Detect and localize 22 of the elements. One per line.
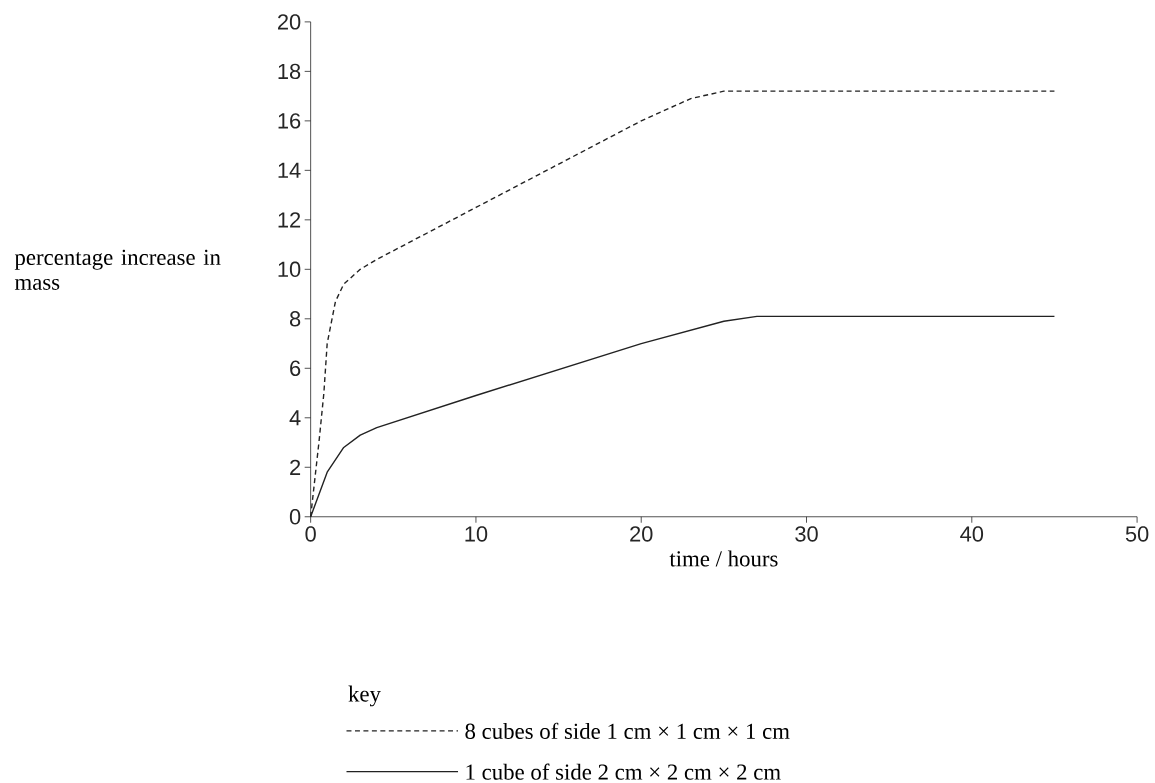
- y-axis-title: percentage increase in mass: [14, 249, 221, 290]
- legend-label: 1 cube of side 2 cm × 2 cm × 2 cm: [466, 763, 781, 780]
- y-tick-label: 12: [278, 212, 301, 228]
- y-tick-label: 0: [289, 508, 301, 525]
- x-tick-label: 0: [305, 526, 316, 542]
- x-tick-label: 30: [795, 526, 818, 542]
- y-tick-label: 18: [278, 63, 301, 80]
- y-tick-label: 4: [289, 410, 301, 426]
- y-tick-label: 6: [290, 360, 301, 376]
- legend-title: key: [348, 685, 381, 707]
- y-tick-label: 10: [278, 261, 301, 278]
- y-tick-label: 2: [290, 459, 301, 475]
- x-tick-label: 20: [630, 526, 653, 542]
- x-axis-title: time / hours: [669, 550, 778, 567]
- x-tick-label: 10: [465, 526, 488, 542]
- y-tick-label: 16: [278, 113, 301, 129]
- x-tick-label: 40: [960, 526, 984, 542]
- y-tick-label: 14: [278, 162, 301, 178]
- x-tick-label: 50: [1125, 526, 1149, 542]
- legend-label: 8 cubes of side 1 cm × 1 cm × 1 cm: [465, 722, 790, 739]
- y-tick-label: 8: [289, 311, 301, 327]
- y-tick-label: 20: [278, 14, 301, 30]
